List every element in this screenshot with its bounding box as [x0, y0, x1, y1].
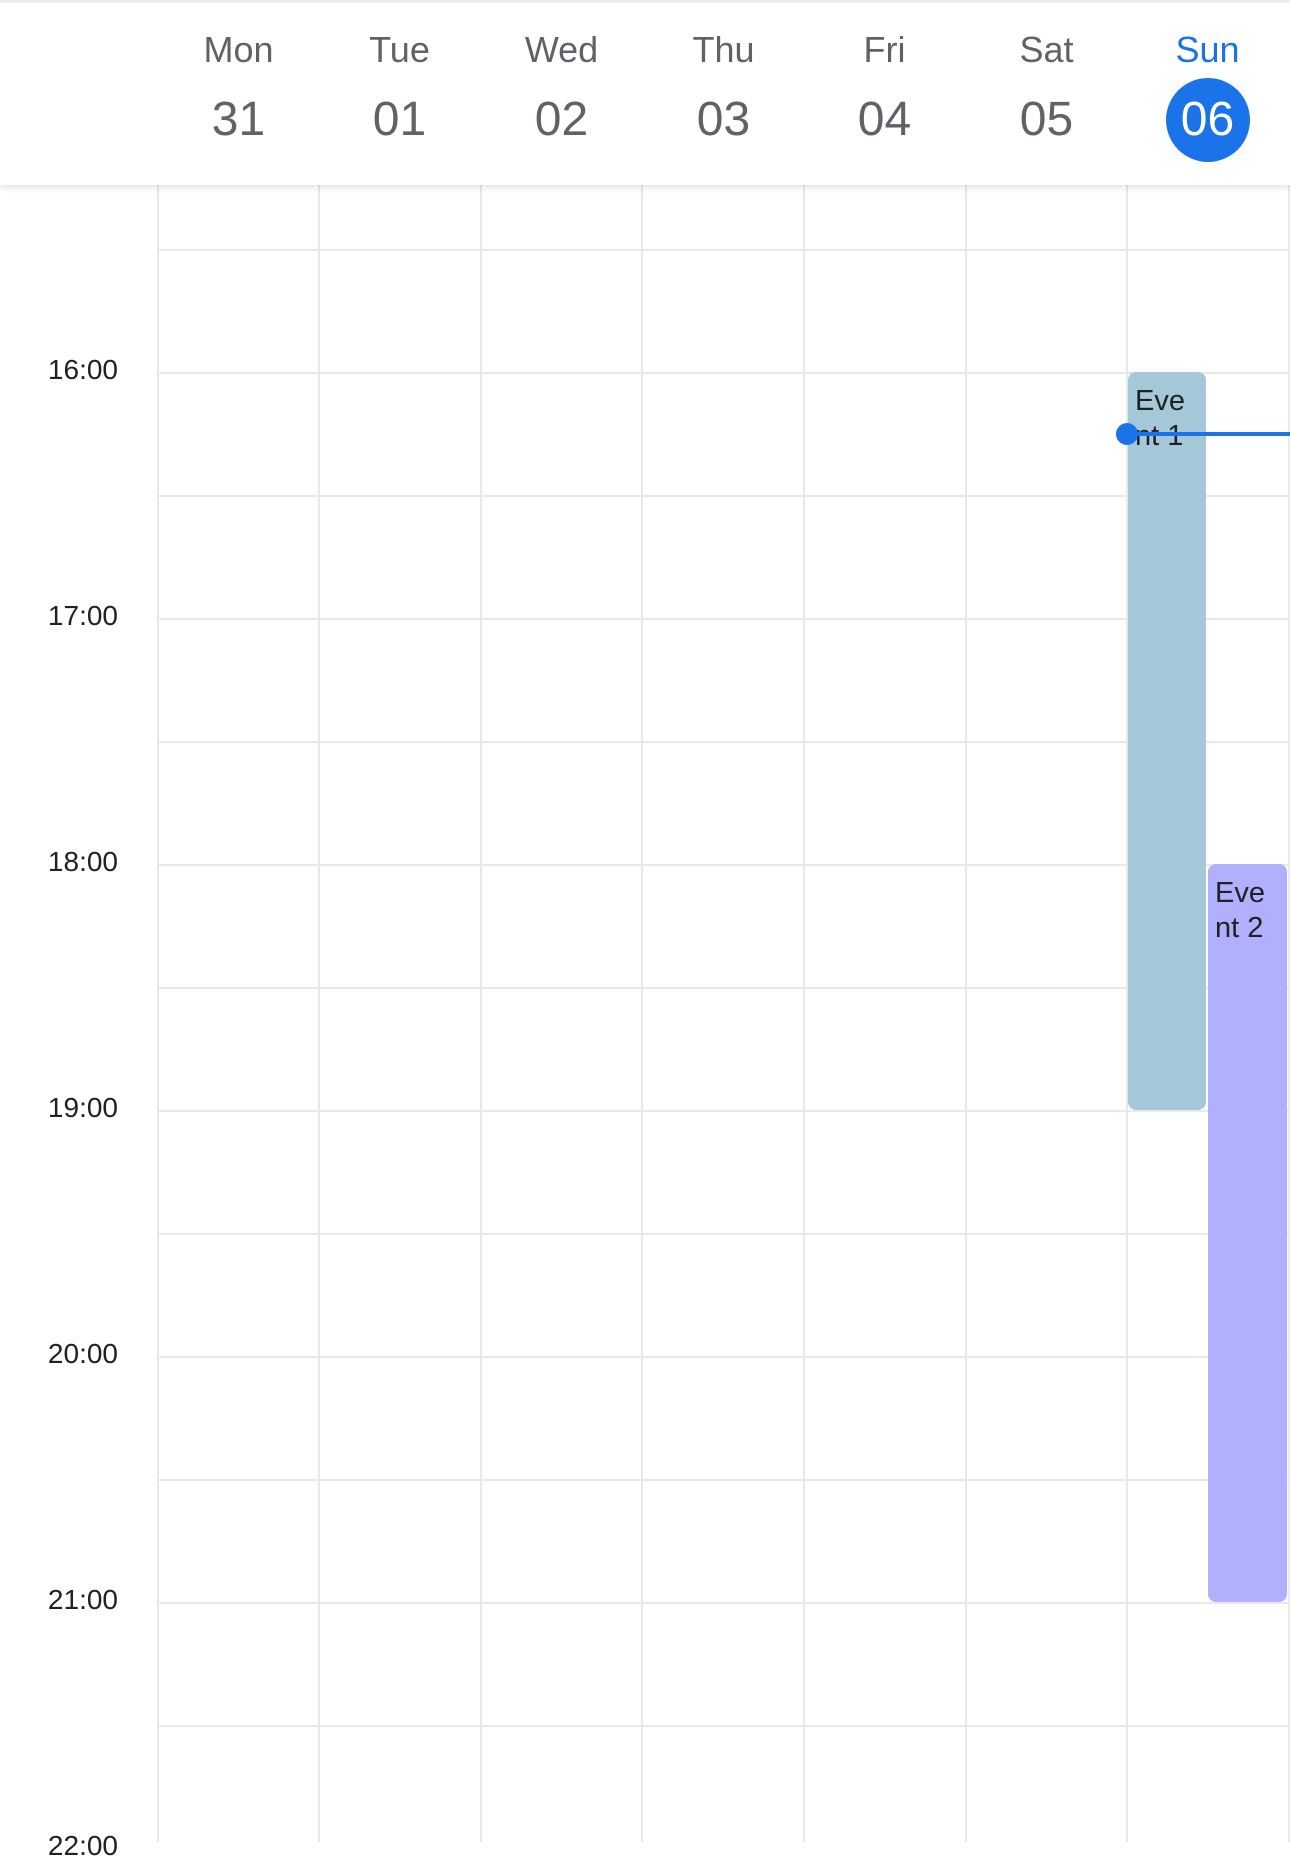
- day-header-sat[interactable]: Sat 05: [966, 3, 1127, 185]
- grid-line: [157, 1356, 1290, 1358]
- grid-line: [157, 1602, 1290, 1604]
- day-number: 31: [211, 93, 266, 146]
- time-label: 22:00: [47, 1830, 118, 1861]
- day-header-fri[interactable]: Fri 04: [804, 3, 965, 185]
- day-header-wed[interactable]: Wed 02: [481, 3, 642, 185]
- grid-line: [157, 618, 1290, 620]
- grid-column-line: [318, 182, 320, 1842]
- event-title: Event 1: [1135, 385, 1185, 452]
- day-number: 01: [372, 93, 427, 146]
- day-header-tue[interactable]: Tue 01: [319, 3, 480, 185]
- day-header-sun-today[interactable]: Sun 06: [1127, 3, 1288, 185]
- time-label: 19:00: [47, 1092, 118, 1123]
- grid-line: [157, 1479, 1290, 1481]
- day-name: Thu: [692, 29, 755, 70]
- day-header-mon[interactable]: Mon 31: [158, 3, 319, 185]
- time-label: 21:00: [47, 1584, 118, 1615]
- grid-line: [157, 249, 1290, 251]
- grid-line: [157, 372, 1290, 374]
- time-label: 16:00: [47, 354, 118, 385]
- week-header: Mon 31 Tue 01 Wed 02 Thu 03 Fri 04 Sat 0…: [0, 0, 1290, 185]
- day-number: 04: [857, 93, 912, 146]
- day-number: 03: [696, 93, 751, 146]
- day-number: 05: [1019, 93, 1074, 146]
- grid-line: [157, 1725, 1290, 1727]
- grid-column-line: [157, 182, 159, 1842]
- day-name: Sat: [1019, 29, 1074, 70]
- grid-line: [157, 987, 1290, 989]
- grid-line: [157, 864, 1290, 866]
- grid-column-line: [1126, 182, 1128, 1842]
- day-name: Wed: [524, 29, 599, 70]
- time-label: 17:00: [47, 600, 118, 631]
- day-name: Fri: [863, 29, 906, 70]
- event-title: Event 2: [1215, 877, 1265, 944]
- event-1[interactable]: Event 1: [1128, 372, 1206, 1110]
- today-date-badge: 06: [1165, 78, 1250, 162]
- current-time-dot: [1116, 423, 1138, 445]
- time-label: 18:00: [47, 846, 118, 877]
- grid-column-line: [641, 182, 643, 1842]
- grid-column-line: [1288, 182, 1290, 1842]
- current-time-line: [1126, 432, 1290, 436]
- grid-line: [157, 741, 1290, 743]
- day-name: Mon: [203, 29, 274, 70]
- grid-line: [157, 495, 1290, 497]
- grid-column-line: [965, 182, 967, 1842]
- day-number: 02: [534, 93, 589, 146]
- day-header-thu[interactable]: Thu 03: [643, 3, 804, 185]
- grid-line: [157, 1110, 1290, 1112]
- grid-line: [157, 1233, 1290, 1235]
- day-name: Tue: [369, 29, 430, 70]
- grid-column-line: [803, 182, 805, 1842]
- event-2[interactable]: Event 2: [1208, 864, 1287, 1602]
- time-label: 20:00: [47, 1338, 118, 1369]
- grid-column-line: [480, 182, 482, 1842]
- day-name: Sun: [1175, 29, 1240, 70]
- calendar-grid[interactable]: 16:00 17:00 18:00 19:00 20:00 21:00 22:0…: [0, 182, 1290, 1861]
